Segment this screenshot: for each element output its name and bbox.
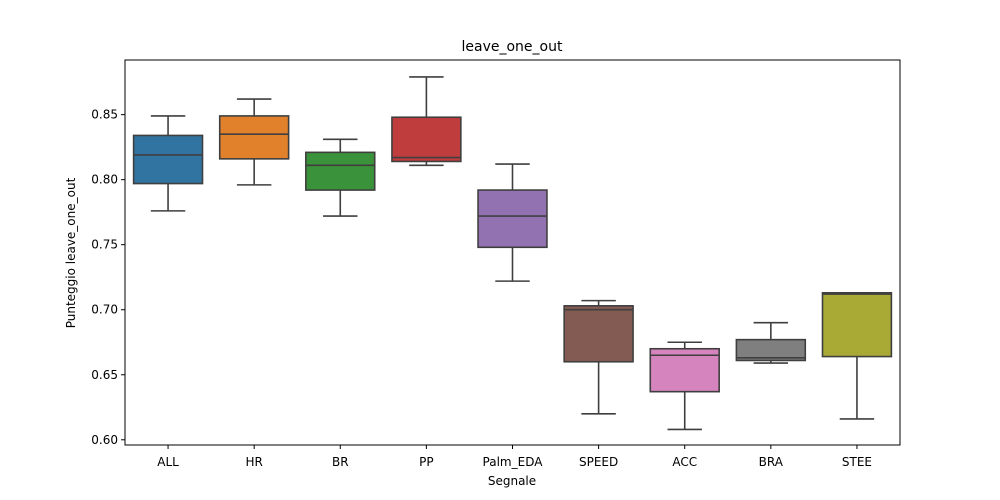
box-group-1 bbox=[218, 98, 290, 186]
y-tick-label: 0.85 bbox=[91, 108, 118, 122]
box-group-5 bbox=[563, 299, 634, 415]
x-tick-label: Palm_EDA bbox=[483, 455, 544, 469]
x-tick-label: PP bbox=[419, 455, 433, 469]
box bbox=[563, 305, 634, 363]
x-axis-label: Segnale bbox=[488, 474, 536, 488]
y-tick-label: 0.75 bbox=[91, 238, 118, 252]
box bbox=[735, 338, 807, 362]
box bbox=[821, 292, 893, 358]
box bbox=[218, 115, 290, 160]
x-tick-label: BR bbox=[332, 455, 349, 469]
box-group-7 bbox=[735, 321, 807, 364]
y-tick-label: 0.60 bbox=[91, 433, 118, 447]
box-group-2 bbox=[305, 138, 376, 217]
y-tick-label: 0.70 bbox=[91, 303, 118, 317]
box-group-0 bbox=[132, 115, 204, 212]
chart-title: leave_one_out bbox=[462, 39, 563, 55]
x-tick-label: SPEED bbox=[579, 455, 618, 469]
x-axis: ALL HR BR PP Palm_EDA SPEED ACC BRA STEE bbox=[157, 445, 872, 469]
y-tick-label: 0.80 bbox=[91, 173, 118, 187]
y-axis: 0.60 0.65 0.70 0.75 0.80 0.85 bbox=[91, 108, 125, 447]
y-tick-label: 0.65 bbox=[91, 368, 118, 382]
box-group-6 bbox=[649, 341, 720, 431]
x-tick-label: BRA bbox=[759, 455, 784, 469]
box bbox=[477, 189, 548, 249]
box bbox=[132, 134, 204, 185]
plot-area bbox=[132, 76, 893, 431]
x-tick-label: HR bbox=[245, 455, 262, 469]
y-axis-label: Punteggio leave_one_out bbox=[64, 177, 78, 328]
box bbox=[305, 151, 376, 191]
x-tick-label: STEE bbox=[842, 455, 872, 469]
box-group-8 bbox=[821, 292, 893, 420]
x-tick-label: ALL bbox=[157, 455, 179, 469]
x-tick-label: ACC bbox=[672, 455, 697, 469]
box bbox=[391, 116, 462, 163]
box-group-3 bbox=[391, 76, 462, 167]
box-group-4 bbox=[477, 163, 548, 282]
